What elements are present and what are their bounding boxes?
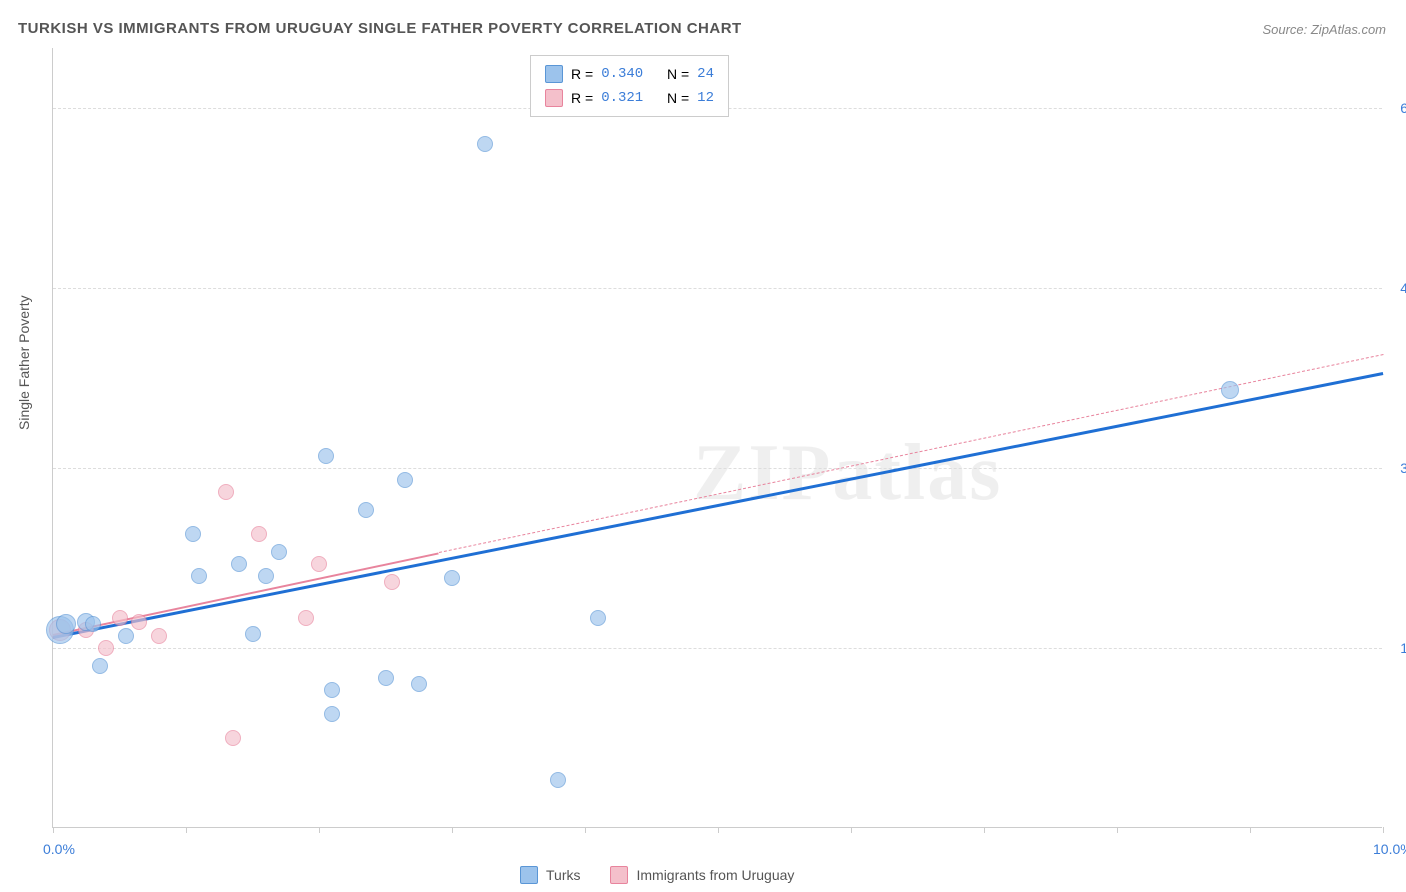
legend-label-turks: Turks <box>546 867 580 883</box>
data-point-turks <box>477 136 493 152</box>
trend-line <box>53 372 1384 639</box>
data-point-turks <box>191 568 207 584</box>
data-point-turks <box>318 448 334 464</box>
y-tick-label: 30.0% <box>1400 460 1406 476</box>
n-label: N = <box>667 90 689 106</box>
data-point-turks <box>324 706 340 722</box>
x-tick-mark <box>585 827 586 833</box>
data-point-uruguay <box>384 574 400 590</box>
y-tick-label: 15.0% <box>1400 640 1406 656</box>
chart-title: TURKISH VS IMMIGRANTS FROM URUGUAY SINGL… <box>18 20 742 37</box>
x-tick-mark <box>1250 827 1251 833</box>
data-point-uruguay <box>98 640 114 656</box>
data-point-uruguay <box>151 628 167 644</box>
legend-row-uruguay: R = 0.321 N = 12 <box>545 86 714 110</box>
scatter-chart: ZIPatlas 15.0%30.0%45.0%60.0%0.0%10.0% <box>52 48 1382 828</box>
data-point-turks <box>245 626 261 642</box>
x-tick-mark <box>319 827 320 833</box>
swatch-uruguay-icon <box>610 866 628 884</box>
x-tick-mark <box>186 827 187 833</box>
watermark: ZIPatlas <box>693 428 1002 519</box>
r-value-uruguay: 0.321 <box>601 90 643 106</box>
source-attribution: Source: ZipAtlas.com <box>1262 22 1386 37</box>
gridline <box>53 468 1382 469</box>
data-point-turks <box>185 526 201 542</box>
data-point-turks <box>85 616 101 632</box>
data-point-uruguay <box>131 614 147 630</box>
x-tick-mark <box>1117 827 1118 833</box>
legend-row-turks: R = 0.340 N = 24 <box>545 62 714 86</box>
r-label: R = <box>571 90 593 106</box>
watermark-text-b: atlas <box>832 429 1002 517</box>
data-point-uruguay <box>311 556 327 572</box>
x-tick-mark <box>452 827 453 833</box>
data-point-turks <box>92 658 108 674</box>
data-point-turks <box>271 544 287 560</box>
data-point-turks <box>444 570 460 586</box>
correlation-legend: R = 0.340 N = 24 R = 0.321 N = 12 <box>530 55 729 117</box>
data-point-uruguay <box>218 484 234 500</box>
data-point-turks <box>1221 381 1239 399</box>
data-point-turks <box>358 502 374 518</box>
y-tick-label: 45.0% <box>1400 280 1406 296</box>
gridline <box>53 288 1382 289</box>
data-point-turks <box>397 472 413 488</box>
x-tick-mark <box>718 827 719 833</box>
trend-line <box>439 354 1383 553</box>
data-point-uruguay <box>225 730 241 746</box>
data-point-uruguay <box>112 610 128 626</box>
legend-item-uruguay: Immigrants from Uruguay <box>610 866 794 884</box>
x-tick-label: 10.0% <box>1373 841 1406 857</box>
n-label: N = <box>667 66 689 82</box>
data-point-turks <box>258 568 274 584</box>
data-point-turks <box>378 670 394 686</box>
y-axis-label: Single Father Poverty <box>16 295 32 430</box>
legend-item-turks: Turks <box>520 866 580 884</box>
x-tick-mark <box>53 827 54 833</box>
r-value-turks: 0.340 <box>601 66 643 82</box>
n-value-uruguay: 12 <box>697 90 714 106</box>
data-point-turks <box>550 772 566 788</box>
x-tick-mark <box>1383 827 1384 833</box>
data-point-uruguay <box>251 526 267 542</box>
r-label: R = <box>571 66 593 82</box>
swatch-turks-icon <box>520 866 538 884</box>
data-point-turks <box>411 676 427 692</box>
x-tick-label: 0.0% <box>43 841 75 857</box>
data-point-turks <box>56 614 76 634</box>
x-tick-mark <box>984 827 985 833</box>
n-value-turks: 24 <box>697 66 714 82</box>
y-tick-label: 60.0% <box>1400 100 1406 116</box>
swatch-turks-icon <box>545 65 563 83</box>
data-point-turks <box>231 556 247 572</box>
series-legend: Turks Immigrants from Uruguay <box>520 866 794 884</box>
data-point-turks <box>118 628 134 644</box>
legend-label-uruguay: Immigrants from Uruguay <box>636 867 794 883</box>
x-tick-mark <box>851 827 852 833</box>
swatch-uruguay-icon <box>545 89 563 107</box>
data-point-turks <box>324 682 340 698</box>
data-point-turks <box>590 610 606 626</box>
gridline <box>53 648 1382 649</box>
data-point-uruguay <box>298 610 314 626</box>
